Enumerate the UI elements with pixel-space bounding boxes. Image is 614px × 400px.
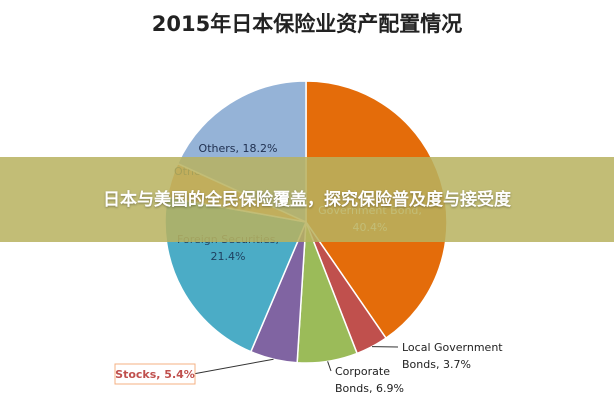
- article-headline-banner: 日本与美国的全民保险覆盖，探究保险普及度与接受度: [0, 157, 614, 242]
- slice-label: 21.4%: [211, 250, 246, 263]
- stocks-label-box: [114, 363, 196, 385]
- slice-label: Others, 18.2%: [199, 142, 278, 155]
- leader-line: [327, 361, 332, 372]
- slice-label: Bonds, 3.7%: [402, 358, 471, 371]
- slice-label: Stocks, 5.4%: [115, 368, 195, 381]
- slice-label: Corporate: [335, 365, 390, 378]
- chart-title: 2015年日本保险业资产配置情况: [151, 12, 463, 36]
- leader-line: [192, 358, 274, 375]
- article-headline: 日本与美国的全民保险覆盖，探究保险普及度与接受度: [103, 189, 511, 210]
- slice-label: Local Government: [402, 341, 503, 354]
- slice-label: Bonds, 6.9%: [335, 382, 404, 395]
